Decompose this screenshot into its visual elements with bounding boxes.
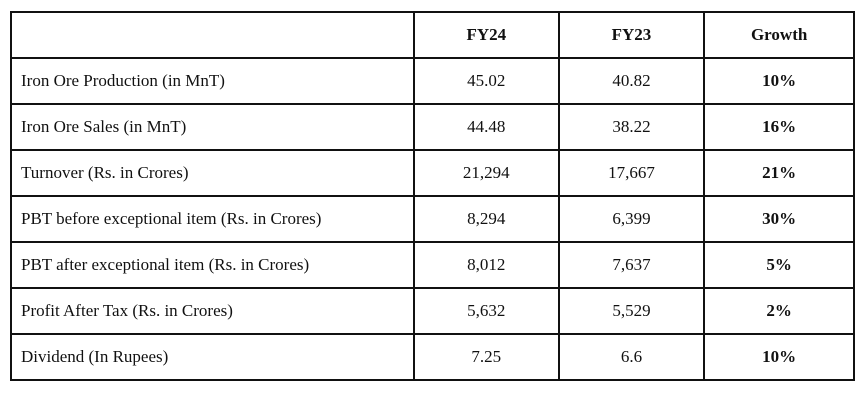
value-cell: 8,294 — [412, 195, 560, 243]
value-cell: 6,399 — [557, 195, 706, 243]
growth-cell: 5% — [703, 241, 855, 289]
table-row: PBT before exceptional item (Rs. in Cror… — [10, 195, 855, 243]
value-cell: 6.6 — [557, 333, 706, 381]
value-cell: 5,632 — [412, 287, 560, 335]
growth-cell: 21% — [703, 149, 855, 197]
table-row: Profit After Tax (Rs. in Crores) 5,632 5,5… — [10, 287, 855, 335]
growth-cell: 16% — [703, 103, 855, 151]
table-row: PBT after exceptional item (Rs. in Crore… — [10, 241, 855, 289]
column-header: Growth — [703, 11, 855, 59]
table-row: Iron Ore Sales (in MnT) 44.48 38.22 16% — [10, 103, 855, 151]
column-header: FY23 — [557, 11, 706, 59]
growth-cell: 30% — [703, 195, 855, 243]
value-cell: 7.25 — [412, 333, 560, 381]
value-cell: 21,294 — [412, 149, 560, 197]
results-table: FY24 FY23 Growth Iron Ore Production (in M… — [10, 11, 855, 381]
table-row: Turnover (Rs. in Crores) 21,294 17,667 21% — [10, 149, 855, 197]
growth-cell: 10% — [703, 57, 855, 105]
row-label: PBT before exceptional item (Rs. in Cror… — [10, 195, 415, 243]
row-label: PBT after exceptional item (Rs. in Crore… — [10, 241, 415, 289]
header-row: FY24 FY23 Growth — [10, 11, 855, 59]
growth-cell: 10% — [703, 333, 855, 381]
row-label: Profit After Tax (Rs. in Crores) — [10, 287, 415, 335]
value-cell: 44.48 — [412, 103, 560, 151]
value-cell: 38.22 — [557, 103, 706, 151]
table-body: Iron Ore Production (in MnT) 45.02 40.82 10… — [10, 57, 855, 381]
corner-cell — [10, 11, 415, 59]
value-cell: 17,667 — [557, 149, 706, 197]
value-cell: 5,529 — [557, 287, 706, 335]
value-cell: 7,637 — [557, 241, 706, 289]
value-cell: 8,012 — [412, 241, 560, 289]
growth-cell: 2% — [703, 287, 855, 335]
table-row: Dividend (In Rupees) 7.25 6.6 10% — [10, 333, 855, 381]
table-row: Iron Ore Production (in MnT) 45.02 40.82 10… — [10, 57, 855, 105]
column-header: FY24 — [412, 11, 560, 59]
row-label: Iron Ore Production (in MnT) — [10, 57, 415, 105]
row-label: Turnover (Rs. in Crores) — [10, 149, 415, 197]
table-head: FY24 FY23 Growth — [10, 11, 855, 59]
value-cell: 45.02 — [412, 57, 560, 105]
row-label: Dividend (In Rupees) — [10, 333, 415, 381]
value-cell: 40.82 — [557, 57, 706, 105]
row-label: Iron Ore Sales (in MnT) — [10, 103, 415, 151]
